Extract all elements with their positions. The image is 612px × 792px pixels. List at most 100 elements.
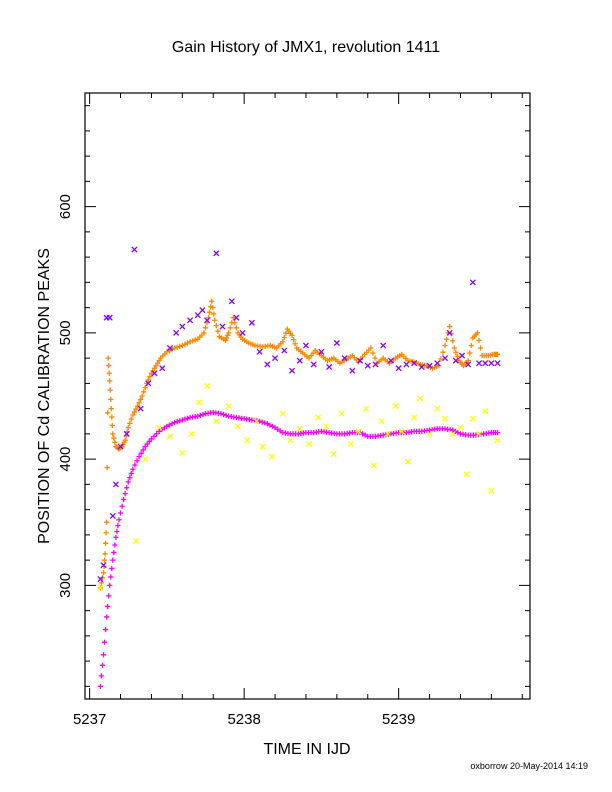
data-point <box>111 435 117 441</box>
data-point <box>127 475 133 481</box>
data-point <box>333 339 340 347</box>
data-point <box>310 361 317 368</box>
data-point <box>106 370 112 376</box>
data-point <box>279 410 286 417</box>
data-point <box>469 415 476 422</box>
data-point <box>113 534 119 540</box>
data-point <box>119 503 125 509</box>
data-point <box>177 418 183 424</box>
data-point <box>138 396 144 402</box>
data-point <box>142 456 149 463</box>
data-point <box>106 314 113 321</box>
data-point <box>148 436 155 442</box>
data-point <box>197 412 203 418</box>
data-point <box>104 519 110 525</box>
data-point <box>177 343 183 349</box>
data-point <box>107 378 113 384</box>
data-point <box>196 399 203 406</box>
data-point <box>121 496 127 503</box>
data-point <box>101 639 108 645</box>
data-point <box>213 323 219 329</box>
data-point <box>451 345 457 351</box>
data-point <box>446 329 453 336</box>
data-point <box>426 362 433 369</box>
data-point <box>132 538 140 545</box>
data-point <box>153 431 160 437</box>
series-1 <box>97 298 501 591</box>
data-point <box>441 355 449 362</box>
data-point <box>372 361 379 368</box>
data-point <box>100 562 107 569</box>
data-point <box>281 334 287 341</box>
data-point <box>296 425 303 432</box>
data-point <box>411 414 418 421</box>
y-tick-label: 600 <box>57 194 74 219</box>
data-point <box>106 363 112 369</box>
data-point <box>131 409 138 415</box>
data-point <box>474 330 481 336</box>
data-point <box>172 419 178 426</box>
data-point <box>98 580 105 586</box>
data-point <box>449 430 456 437</box>
x-tick-label: 5237 <box>73 711 106 728</box>
data-point <box>443 336 450 342</box>
data-point <box>109 565 115 572</box>
data-point <box>151 433 157 439</box>
data-point <box>187 317 194 324</box>
series-2 <box>97 246 501 583</box>
data-point <box>213 418 220 425</box>
data-point <box>202 325 209 331</box>
data-point <box>105 603 111 610</box>
data-point <box>223 412 229 418</box>
data-point <box>392 403 399 410</box>
data-point <box>102 551 108 557</box>
data-point <box>440 349 446 355</box>
data-point <box>447 323 453 330</box>
data-point <box>201 330 207 336</box>
data-point <box>215 328 221 334</box>
data-point <box>248 319 255 326</box>
data-point <box>179 449 186 456</box>
data-point <box>107 582 113 588</box>
data-point <box>142 384 148 391</box>
data-point <box>233 325 240 331</box>
data-point <box>116 517 122 523</box>
data-point <box>257 418 263 424</box>
data-point <box>280 339 286 345</box>
x-axis-label: TIME IN IJD <box>263 741 350 758</box>
data-point <box>380 342 387 349</box>
data-point <box>145 380 152 387</box>
data-point <box>103 626 109 633</box>
data-point <box>465 361 472 368</box>
y-tick-label: 300 <box>57 573 74 598</box>
data-point <box>98 673 105 679</box>
data-point <box>395 365 402 372</box>
x-axis-ticks: 5237 5238 5239 <box>73 93 523 728</box>
data-point <box>166 433 174 440</box>
data-point <box>465 358 471 364</box>
data-point <box>264 361 271 368</box>
data-point <box>110 431 116 437</box>
data-point <box>172 345 178 351</box>
data-point <box>100 652 107 658</box>
data-point <box>210 305 216 311</box>
data-point <box>426 430 433 437</box>
data-point <box>109 414 115 420</box>
data-point <box>212 317 218 323</box>
data-point <box>225 403 232 410</box>
data-point <box>475 430 483 437</box>
data-point <box>283 330 289 336</box>
data-point <box>104 614 110 620</box>
data-point <box>209 298 215 304</box>
data-point <box>226 330 232 336</box>
data-point <box>452 357 459 364</box>
data-point <box>281 347 288 354</box>
series-3 <box>97 382 501 591</box>
data-point <box>108 396 114 402</box>
data-point <box>315 414 322 421</box>
data-point <box>356 357 364 364</box>
data-point <box>404 458 411 465</box>
data-point <box>288 367 296 374</box>
data-point <box>477 345 484 351</box>
data-point <box>287 437 294 444</box>
